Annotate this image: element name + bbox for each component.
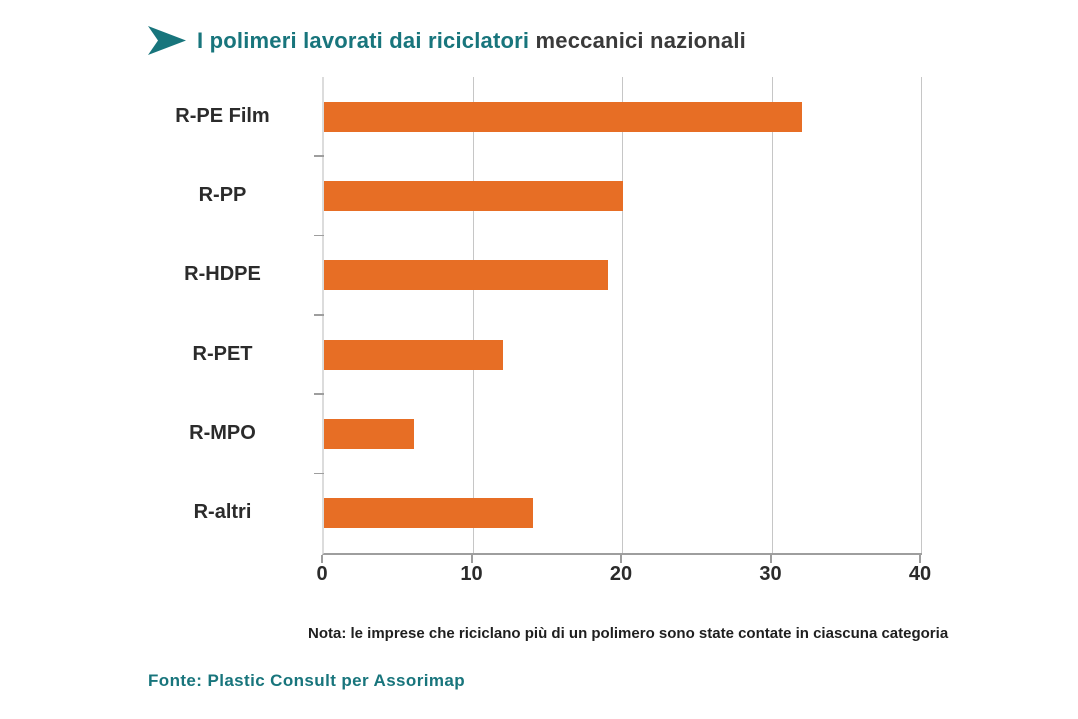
bar-r-hdpe — [324, 260, 609, 291]
category-label: R-altri — [193, 501, 252, 524]
category-label: R-MPO — [189, 422, 256, 444]
category-boundary-tick — [314, 393, 324, 395]
gridline-40 — [921, 77, 922, 553]
category-boundary-tick — [314, 234, 324, 237]
title-rest: meccanici nazionali — [529, 27, 746, 53]
x-axis-tick-label: 20 — [609, 563, 633, 585]
x-axis-tick — [470, 555, 473, 563]
x-axis-tick-label: 40 — [908, 563, 932, 585]
bar-r-pp — [324, 181, 623, 211]
bar-r-pe-film — [324, 101, 803, 132]
x-axis-tick-label: 0 — [316, 563, 328, 585]
source-text: Fonte: Plastic Consult per Assorimap — [148, 671, 465, 690]
page-title: I polimeri lavorati dai riciclatori mecc… — [197, 28, 746, 54]
x-axis-tick — [321, 555, 323, 563]
chart-header: I polimeri lavorati dai riciclatori mecc… — [148, 26, 746, 55]
bar-r-altri — [324, 498, 534, 529]
x-axis-tick-label: 30 — [759, 563, 782, 585]
category-label: R-HDPE — [184, 263, 261, 286]
chart-note: Nota: le imprese che riciclano più di un… — [308, 625, 949, 642]
category-boundary-tick — [314, 155, 324, 157]
x-axis-tick — [620, 555, 622, 563]
x-axis-tick-label: 10 — [460, 563, 483, 585]
x-axis-tick — [919, 555, 921, 563]
category-boundary-tick — [314, 472, 324, 475]
category-label: R-PE Film — [175, 104, 270, 127]
gridline-30 — [771, 77, 773, 553]
gridline-20 — [622, 77, 623, 553]
x-axis-tick — [769, 555, 772, 563]
bar-r-mpo — [324, 419, 414, 449]
category-boundary-tick — [314, 314, 324, 316]
title-highlight: I polimeri lavorati dai riciclatori — [197, 27, 530, 53]
category-label: R-PP — [198, 184, 247, 206]
right-arrowhead-icon — [148, 26, 186, 55]
category-label: R-PET — [192, 342, 253, 365]
plot-area — [314, 77, 922, 555]
bar-r-pet — [324, 339, 504, 370]
gridline-10 — [472, 77, 474, 553]
